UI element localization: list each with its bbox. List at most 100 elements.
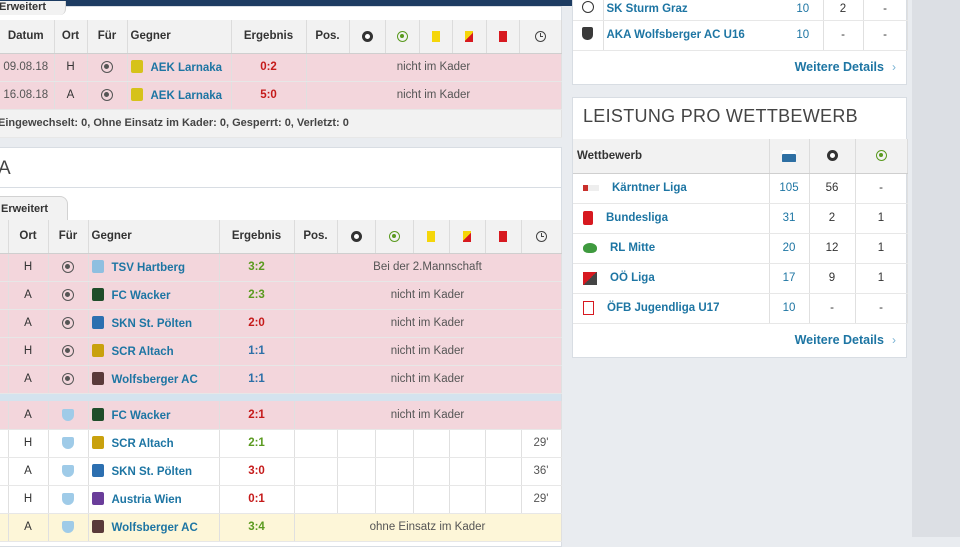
club-crest[interactable] [48,457,89,486]
match-result[interactable]: 2:3 [219,281,295,310]
opponent-link[interactable]: Austria Wien [88,485,220,514]
opponent-link[interactable]: SKN St. Pölten [88,309,220,338]
competition-apps[interactable]: 31 [769,203,810,234]
status-note: nicht im Kader [294,281,562,310]
competition-name-cell: Kärntner Liga [573,173,770,204]
col-pos[interactable]: Pos. [294,220,338,254]
stat-cell [337,429,376,458]
col-ort[interactable]: Ort [8,220,49,254]
match-result[interactable]: 1:1 [219,337,295,366]
opponent-link[interactable]: SCR Altach [88,337,220,366]
competition-link[interactable]: RL Mitte [610,242,656,254]
col-red[interactable] [486,20,520,54]
match-result[interactable]: 1:1 [219,365,295,394]
col-fuer[interactable]: Für [87,20,128,54]
col-appearances[interactable] [769,139,810,174]
tab-erweitert[interactable]: Erweitert [0,196,68,221]
club-crest-icon [62,464,74,477]
club-crest[interactable] [87,53,128,82]
col-pos[interactable]: Pos. [306,20,350,54]
assist-icon [875,150,887,162]
table-row: Kärntner Liga 105 56- [573,173,908,204]
club-crest[interactable] [48,485,89,514]
stat-cell [449,429,486,458]
col-assists[interactable] [375,220,414,254]
club-history-table: SK Sturm Graz 10 2 - AKA Wolfsberger AC … [573,0,908,51]
opponent-link[interactable]: FC Wacker [88,401,220,430]
col-fuer[interactable]: Für [48,220,89,254]
col-red[interactable] [485,220,522,254]
club-crest[interactable] [48,401,89,430]
club-apps[interactable]: 10 [783,0,824,21]
col-yellowred[interactable] [452,20,487,54]
match-result[interactable]: 0:1 [219,485,295,514]
match-result[interactable]: 3:0 [219,457,295,486]
match-venue: A [8,457,49,486]
club-crest[interactable] [48,429,89,458]
more-details-link[interactable]: Weitere Details › [794,60,896,74]
summary-row: Eingewechselt: 0, Ohne Einsatz im Kader:… [0,109,562,138]
tab-erweitert-top[interactable]: Erweitert [0,1,66,15]
competition-apps[interactable]: 20 [769,233,810,264]
col-minutes[interactable] [521,220,562,254]
table-row: Bundesliga 31 2 1 [573,203,908,234]
competition-link[interactable]: Bundesliga [606,212,668,225]
opponent-crest-icon [91,344,104,357]
club-crest[interactable] [87,81,128,110]
competition-goals: 12 [809,233,856,264]
competition-link[interactable]: Kärntner Liga [612,182,687,194]
col-wettbewerb[interactable]: Wettbewerb [573,139,770,174]
competition-goals: 9 [809,263,856,294]
col-assists[interactable] [855,139,908,174]
stat-cell [375,485,414,514]
club-crest[interactable] [48,309,89,338]
opponent-link[interactable]: AEK Larnaka [127,81,232,110]
more-details-link[interactable]: Weitere Details › [794,333,896,347]
col-gegner[interactable]: Gegner [88,220,220,254]
col-yellow[interactable] [413,220,450,254]
match-result[interactable]: 2:1 [219,401,295,430]
col-yellowred[interactable] [449,220,486,254]
competition-link[interactable]: OÖ Liga [610,272,655,285]
col-goals[interactable] [349,20,386,54]
club-crest[interactable] [48,253,89,282]
competition-link[interactable]: ÖFB Jugendliga U17 [607,302,720,315]
opponent-link[interactable]: TSV Hartberg [88,253,220,282]
match-result[interactable]: 2:1 [219,429,295,458]
col-ergebnis[interactable]: Ergebnis [231,20,307,54]
opponent-link[interactable]: SCR Altach [88,429,220,458]
col-yellow[interactable] [419,20,453,54]
club-crest-icon [62,492,74,505]
club-crest[interactable] [48,365,89,394]
opponent-link[interactable]: SKN St. Pölten [88,457,220,486]
club-apps[interactable]: 10 [783,20,824,51]
table-row: RL Mitte 20 12 1 [573,233,908,264]
club-link[interactable]: AKA Wolfsberger AC U16 [603,20,783,51]
match-result[interactable]: 0:2 [231,53,307,82]
col-goals[interactable] [337,220,376,254]
col-datum[interactable]: Datum [0,20,55,54]
opponent-link[interactable]: FC Wacker [88,281,220,310]
col-assists[interactable] [385,20,420,54]
col-minutes[interactable] [519,20,562,54]
col-ort[interactable]: Ort [54,20,88,54]
competition-apps[interactable]: 17 [769,263,810,294]
opponent-link[interactable]: Wolfsberger AC [88,365,220,394]
col-goals[interactable] [809,139,856,174]
col-gegner[interactable]: Gegner [127,20,232,54]
match-result[interactable]: 3:2 [219,253,295,282]
match-result[interactable]: 5:0 [231,81,307,110]
match-result[interactable]: 2:0 [219,309,295,338]
competition-goals: - [809,293,856,324]
opponent-link[interactable]: AEK Larnaka [127,53,232,82]
club-crest-icon [62,344,74,357]
club-crest[interactable] [48,281,89,310]
club-crest[interactable] [48,337,89,366]
opponent-crest-icon [91,407,104,421]
competition-apps[interactable]: 105 [769,173,810,204]
opponent-crest-icon [91,288,104,301]
col-ergebnis[interactable]: Ergebnis [219,220,295,254]
competition-apps[interactable]: 10 [769,293,810,324]
clock-icon [534,30,546,42]
club-link[interactable]: SK Sturm Graz [603,0,783,21]
